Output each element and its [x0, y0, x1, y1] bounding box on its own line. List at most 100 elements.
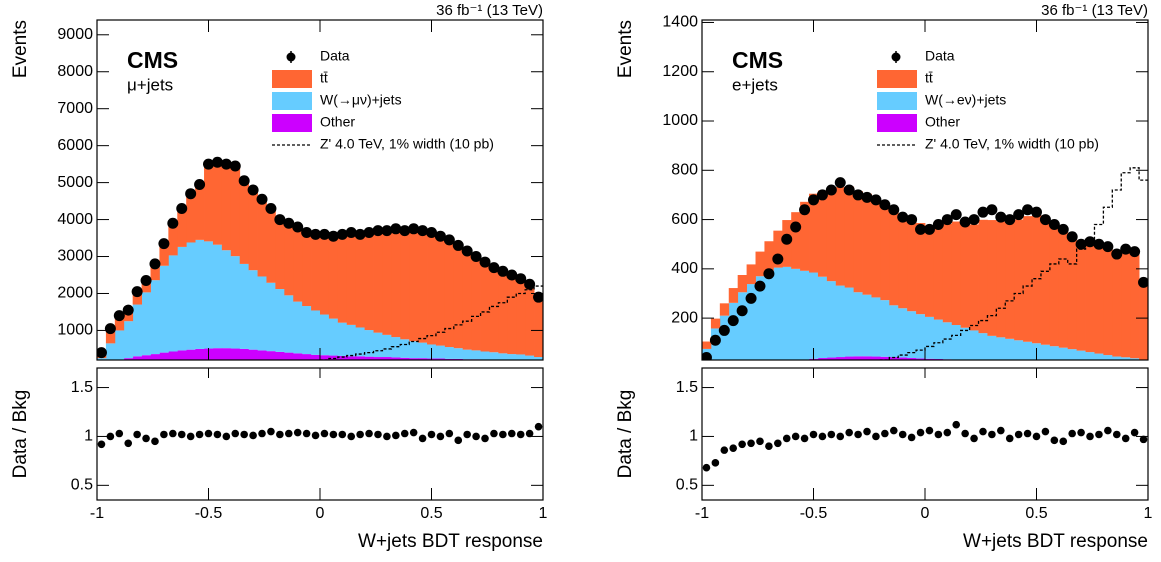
stack-bar [400, 230, 410, 340]
ratio-point [756, 437, 764, 446]
data-point [399, 225, 411, 237]
stack-bar [871, 198, 881, 298]
stack-bar [942, 223, 953, 323]
ratio-point [311, 431, 320, 440]
stack-bar [489, 267, 499, 353]
stack-bar [141, 292, 151, 356]
stack-bar [738, 364, 747, 368]
stack-bar [302, 232, 312, 307]
stack-bar [844, 186, 855, 288]
x-tick-label: -0.5 [800, 505, 828, 522]
data-point [443, 234, 455, 246]
stack-bar [702, 341, 712, 349]
stack-bar [355, 234, 365, 328]
stack-bar [817, 276, 828, 359]
ratio-point [276, 430, 284, 439]
ratio-point [356, 430, 364, 439]
ratio-point [1104, 426, 1112, 435]
data-point [185, 188, 197, 200]
data-point [709, 334, 721, 346]
data-point [977, 206, 989, 218]
data-point [229, 160, 241, 172]
stack-bar [1139, 278, 1148, 360]
legend-label: W(→eν)+jets [925, 92, 1006, 108]
stack-bar [159, 243, 169, 266]
ratio-point [499, 430, 507, 439]
stack-bar [1058, 347, 1069, 360]
lumi-label: 36 fb⁻¹ (13 TeV) [1041, 2, 1148, 19]
y-tick-label: 1200 [662, 63, 698, 80]
stack-bar [221, 348, 232, 360]
ratio-point [925, 426, 934, 435]
stack-bar [1112, 356, 1122, 360]
ratio-point [961, 429, 969, 438]
ratio-y-tick-label: 1.5 [71, 379, 93, 396]
data-point [727, 315, 739, 327]
stack-bar [489, 352, 499, 360]
stack-bar [364, 232, 374, 331]
ratio-point [525, 429, 534, 438]
ratio-point [1077, 428, 1085, 437]
ratio-point [872, 432, 880, 441]
stack-bar [409, 341, 419, 359]
stack-bar [996, 337, 1006, 360]
stack-bar [800, 359, 810, 360]
stack-bar [844, 356, 855, 360]
ratio-point [774, 439, 782, 448]
x-tick-label: 0 [316, 505, 325, 522]
x-axis-label: W+jets BDT response [358, 531, 543, 552]
ratio-point [293, 428, 302, 437]
stack-bar [435, 345, 446, 359]
stack-bar [1059, 362, 1068, 367]
stack-bar [1094, 363, 1103, 367]
data-point [1031, 206, 1042, 218]
data-point [176, 202, 188, 214]
stack-bar [889, 357, 899, 360]
stack-bar [507, 360, 516, 367]
stack-bar [204, 164, 214, 242]
legend-label: tt̄ [320, 70, 328, 86]
stack-bar [382, 230, 392, 335]
stack-bar [346, 324, 357, 357]
stack-bar [418, 342, 428, 359]
y-tick-label: 6000 [57, 137, 93, 154]
data-point [97, 347, 107, 359]
ratio-point [1050, 436, 1059, 445]
stack-bar [346, 356, 357, 360]
stack-bar [925, 316, 935, 359]
panel: 1000 2000 3000 4000 5000 6000 7000 8000 9000 0.5 1… [10, 2, 548, 552]
stack-bar [1067, 349, 1078, 360]
ratio-point [898, 430, 907, 439]
ratio-point [791, 432, 800, 441]
stack-bar [507, 275, 517, 355]
stack-bar [835, 357, 846, 360]
stack-bar [239, 348, 250, 360]
data-point [265, 202, 277, 214]
stack-bar [266, 351, 276, 360]
data-point [381, 225, 393, 237]
stack-bar [1103, 364, 1112, 368]
stack-bar [898, 308, 908, 358]
stack-bar [728, 302, 739, 360]
stack-bar [978, 219, 988, 334]
stack-bar [275, 289, 285, 352]
ratio-point [534, 422, 543, 431]
stack-bar [1040, 344, 1051, 360]
stack-bar [907, 217, 917, 312]
stack-bar [933, 225, 944, 320]
stack-bar [489, 359, 499, 360]
x-tick-label: 0.5 [1025, 505, 1047, 522]
stack-bar [186, 242, 196, 350]
stack-bar [97, 364, 106, 368]
stack-bar [302, 306, 312, 355]
stack-bar [373, 230, 383, 333]
stack-bar [132, 291, 142, 305]
stack-bar [302, 354, 312, 360]
stack-bar [764, 241, 774, 271]
channel-label: μ+jets [127, 75, 173, 94]
data-point [754, 280, 766, 292]
stack-bar [862, 294, 872, 357]
ratio-point [943, 428, 952, 437]
data-point [408, 223, 420, 235]
data-point [140, 275, 152, 287]
